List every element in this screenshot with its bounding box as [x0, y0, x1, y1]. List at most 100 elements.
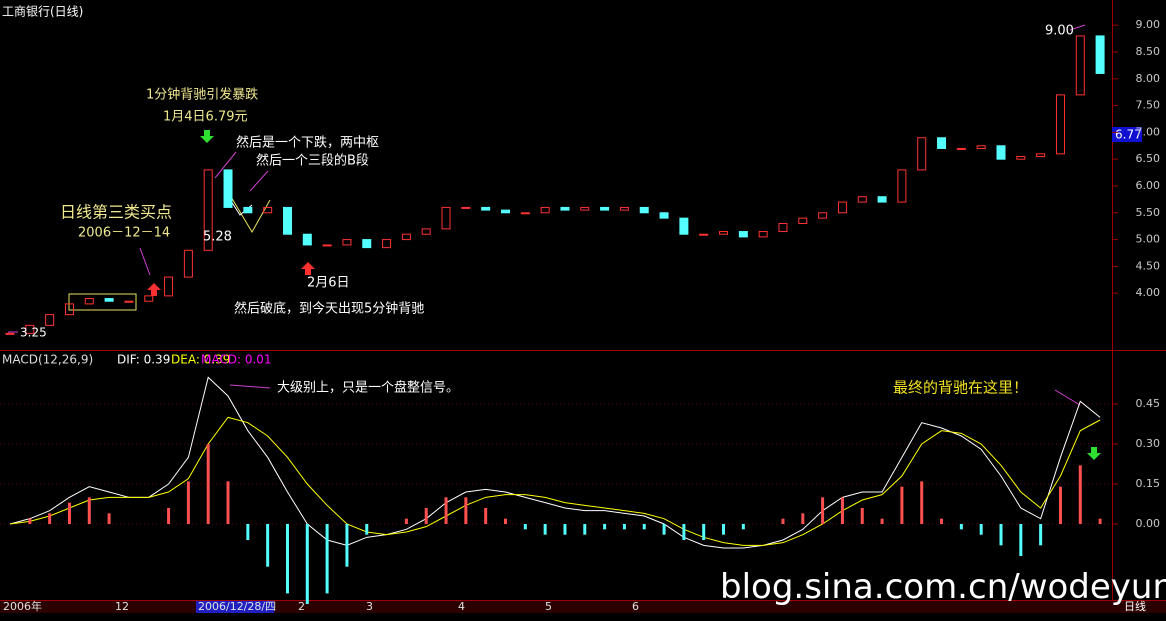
y-tick-label: 7.50 [1136, 99, 1161, 112]
candle [540, 206, 550, 214]
candle [719, 231, 729, 235]
candle [144, 295, 154, 302]
candle [104, 298, 114, 302]
candle [837, 201, 847, 214]
candle [203, 169, 213, 251]
candle [64, 303, 74, 316]
panel-title: MACD(12,26,9) [2, 353, 93, 367]
y-tick-label: 0.15 [1136, 477, 1161, 490]
x-tick-label: 2 [298, 600, 305, 613]
candle [183, 249, 193, 278]
y-tick-label: 0.30 [1136, 437, 1161, 450]
x-tick-label: 12 [115, 600, 129, 613]
candle [877, 196, 887, 203]
candle [342, 239, 352, 246]
candle [382, 239, 392, 249]
x-label-highlight [196, 601, 274, 613]
candle [857, 196, 867, 203]
legend-item: MACD: 0.01 [201, 353, 272, 367]
candle [818, 212, 828, 219]
arrow-up [147, 283, 161, 296]
annotation: 日线第三类买点 [60, 203, 172, 222]
highlight-box [68, 293, 137, 311]
candle [600, 206, 610, 211]
x-tick-label: 5 [545, 600, 552, 613]
candle [421, 228, 431, 235]
candle [45, 314, 55, 326]
chart-title: 工商银行(日线) [2, 4, 83, 19]
y-tick-label: 4.00 [1136, 286, 1161, 299]
candle [362, 239, 372, 249]
macd-line [9, 376, 1101, 549]
annotation: 2006－12－14 [78, 226, 170, 241]
annotation: 9.00 [1045, 24, 1074, 39]
y-tick-label: 8.50 [1136, 45, 1161, 58]
y-tick-label: 8.00 [1136, 72, 1161, 85]
x-tick-label: 6 [632, 600, 639, 613]
annotation: 然后破底，到今天出现5分钟背驰 [234, 301, 424, 317]
y-tick-label: 5.50 [1136, 206, 1161, 219]
x-tick-label: 2006/12/28/四 [198, 600, 276, 613]
candle [1036, 153, 1046, 158]
pointer [8, 24, 1086, 406]
candle [580, 206, 590, 211]
candle [461, 206, 471, 209]
last-price: 6.77 [1115, 128, 1142, 142]
x-axis-strip [0, 601, 1166, 613]
candle [897, 169, 907, 203]
candle [619, 206, 629, 211]
y-tick-label: 9.00 [1136, 18, 1161, 31]
candle [937, 137, 947, 149]
x-tick-label: 3 [366, 600, 373, 613]
y-tick-label: 0.45 [1136, 397, 1161, 410]
annotation: 1分钟背驰引发暴跌 [146, 87, 258, 103]
y-tick-label: 4.50 [1136, 259, 1161, 272]
candle [976, 145, 986, 149]
annotation: 最终的背驰在这里！ [893, 379, 1028, 397]
candle [520, 212, 530, 215]
candle [223, 169, 233, 208]
y-tick-label: 6.50 [1136, 152, 1161, 165]
candle [1095, 35, 1105, 74]
annotation: 3.25 [20, 326, 47, 340]
annotation: 然后是一个下跌，两中枢 [236, 135, 379, 151]
candle [164, 276, 174, 297]
candle [302, 233, 312, 246]
annotation: 大级别上，只是一个盘整信号。 [277, 380, 459, 396]
candle [263, 206, 273, 214]
candle [778, 223, 788, 233]
candle [501, 209, 510, 214]
y-tick-label: 6.00 [1136, 179, 1161, 192]
macd-line [9, 416, 1101, 546]
candle [758, 231, 768, 238]
candle [5, 332, 15, 335]
last-price-box [1112, 127, 1142, 142]
y-tick-label: 0.00 [1136, 517, 1161, 530]
x-tick-label: 2006年 [3, 599, 42, 613]
y-tick-label: 7.00 [1136, 125, 1161, 138]
candle [25, 324, 35, 334]
annotation: 5.28 [203, 230, 232, 245]
candle [738, 231, 748, 238]
candle [1075, 35, 1085, 96]
candle [1016, 156, 1026, 160]
annotation: 1月4日6.79元 [163, 110, 248, 125]
candle [996, 145, 1006, 160]
arrow-down [1087, 447, 1101, 460]
annotation: 2月6日 [307, 276, 350, 291]
x-tick-label: 4 [458, 600, 465, 613]
candle [679, 217, 689, 235]
candle [401, 233, 411, 241]
candle [699, 233, 709, 236]
candle [441, 206, 451, 230]
watermark: blog.sina.com.cn/wodeyun [720, 567, 1166, 607]
candle [481, 206, 491, 211]
annotation: 然后一个三段的B段 [256, 153, 369, 169]
legend-item: DEA: 0.39 [171, 353, 230, 367]
candle [243, 206, 253, 214]
candle [560, 206, 570, 211]
candle [322, 244, 332, 247]
